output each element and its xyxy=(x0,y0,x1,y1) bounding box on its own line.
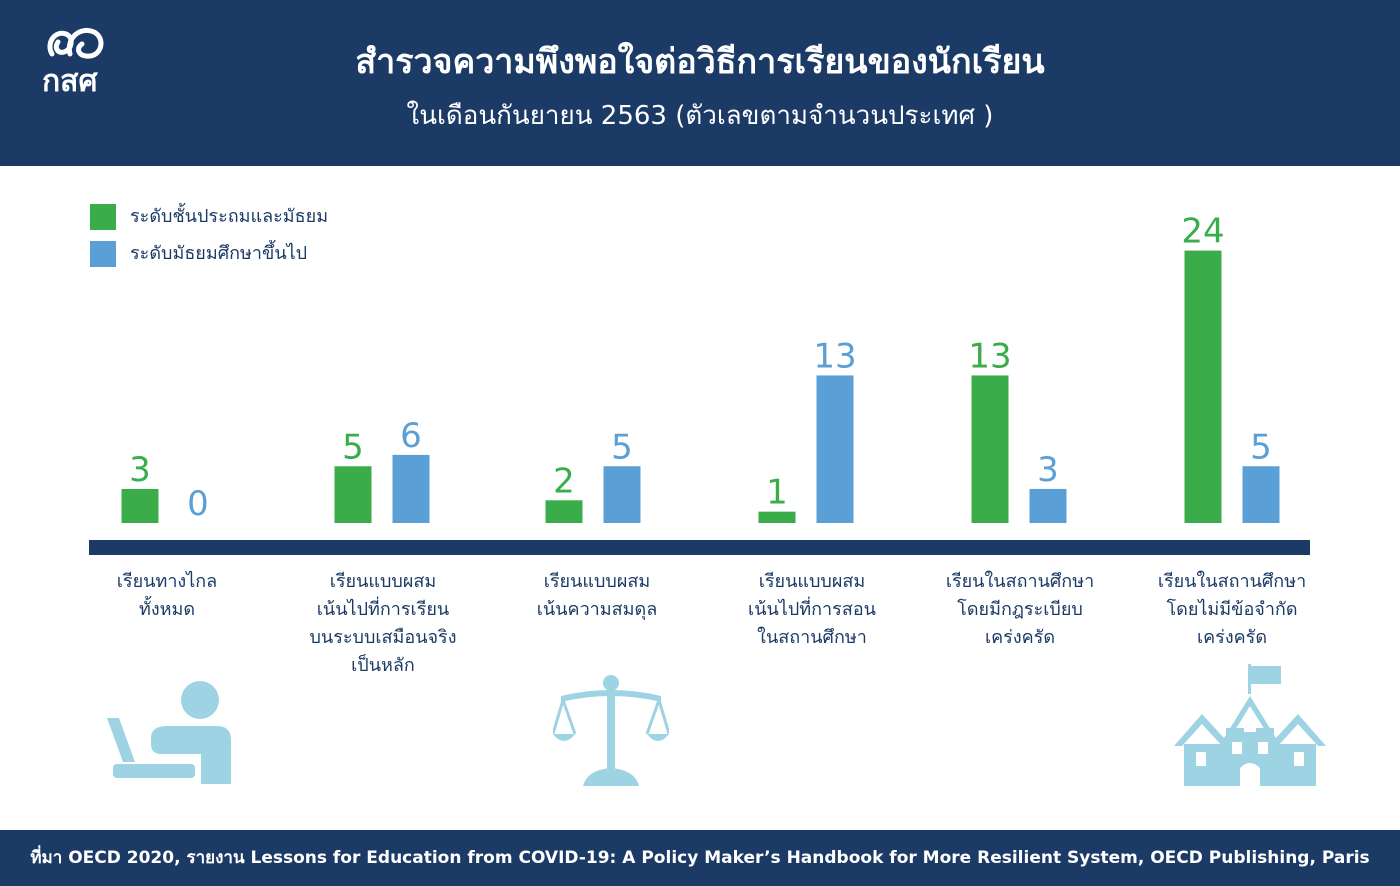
data-label-secondary-3: 13 xyxy=(813,336,856,376)
bar-primary-3 xyxy=(758,511,796,523)
data-label-secondary-0: 0 xyxy=(187,484,209,524)
balance-scale-icon xyxy=(553,675,669,786)
bar-primary-1 xyxy=(334,466,372,523)
data-label-secondary-4: 3 xyxy=(1037,450,1059,490)
data-label-primary-4: 13 xyxy=(968,336,1011,376)
laptop-user-icon xyxy=(107,681,231,784)
bar-secondary-3 xyxy=(816,375,854,523)
x-axis-bar xyxy=(89,540,1310,555)
bar-primary-4 xyxy=(971,375,1009,523)
legend-swatch-secondary xyxy=(90,241,116,267)
data-label-primary-5: 24 xyxy=(1181,212,1224,252)
category-label-remote-learning: เรียนทางไกล ทั้งหมด xyxy=(116,571,218,620)
data-label-secondary-2: 5 xyxy=(611,427,633,467)
legend-swatch-primary xyxy=(90,204,116,230)
bar-secondary-2 xyxy=(603,466,641,523)
footer-banner: ที่มา OECD 2020, รายงาน Lessons for Educ… xyxy=(0,830,1400,886)
data-label-primary-0: 3 xyxy=(129,450,151,490)
bar-secondary-5 xyxy=(1242,466,1280,523)
category-label-in-school-unrestricted: เรียนในสถานศึกษา โดยไม่มีข้อจำกัด เคร่งค… xyxy=(1157,571,1307,648)
data-label-primary-2: 2 xyxy=(553,461,575,501)
bar-primary-0 xyxy=(121,488,159,523)
bar-primary-2 xyxy=(545,500,583,523)
page-subtitle: ในเดือนกันยายน 2563 (ตัวเลขตามจำนวนประเท… xyxy=(406,101,994,131)
bar-secondary-4 xyxy=(1029,488,1067,523)
source-note: ที่มา OECD 2020, รายงาน Lessons for Educ… xyxy=(30,848,1370,868)
data-label-primary-1: 5 xyxy=(342,427,364,467)
legend-label-secondary: ระดับมัธยมศึกษาขึ้นไป xyxy=(130,243,308,264)
bar-primary-5 xyxy=(1184,250,1222,523)
category-label-hybrid-online: เรียนแบบผสม เน้นไปที่การเรียน บนระบบเสมื… xyxy=(309,571,457,676)
header-banner: กสศ สำรวจความพึงพอใจต่อวิธีการเรียนของนั… xyxy=(0,0,1400,166)
data-label-secondary-1: 6 xyxy=(400,416,422,456)
logo-mark-icon xyxy=(47,28,104,59)
category-label-hybrid-balanced: เรียนแบบผสม เน้นความสมดุล xyxy=(536,571,658,620)
page-title: สำรวจความพึงพอใจต่อวิธีการเรียนของนักเรี… xyxy=(355,42,1045,82)
category-label-hybrid-in-school: เรียนแบบผสม เน้นไปที่การสอน ในสถานศึกษา xyxy=(748,571,876,648)
legend-label-primary: ระดับชั้นประถมและมัธยม xyxy=(130,206,329,227)
bar-secondary-1 xyxy=(392,454,430,523)
logo: กสศ xyxy=(40,24,110,104)
data-label-secondary-5: 5 xyxy=(1250,427,1272,467)
category-label-in-school-strict: เรียนในสถานศึกษา โดยมีกฎระเบียบ เคร่งครั… xyxy=(945,571,1095,648)
school-building-icon xyxy=(1174,664,1326,786)
data-label-primary-3: 1 xyxy=(766,473,788,513)
logo-text: กสศ xyxy=(42,64,98,99)
